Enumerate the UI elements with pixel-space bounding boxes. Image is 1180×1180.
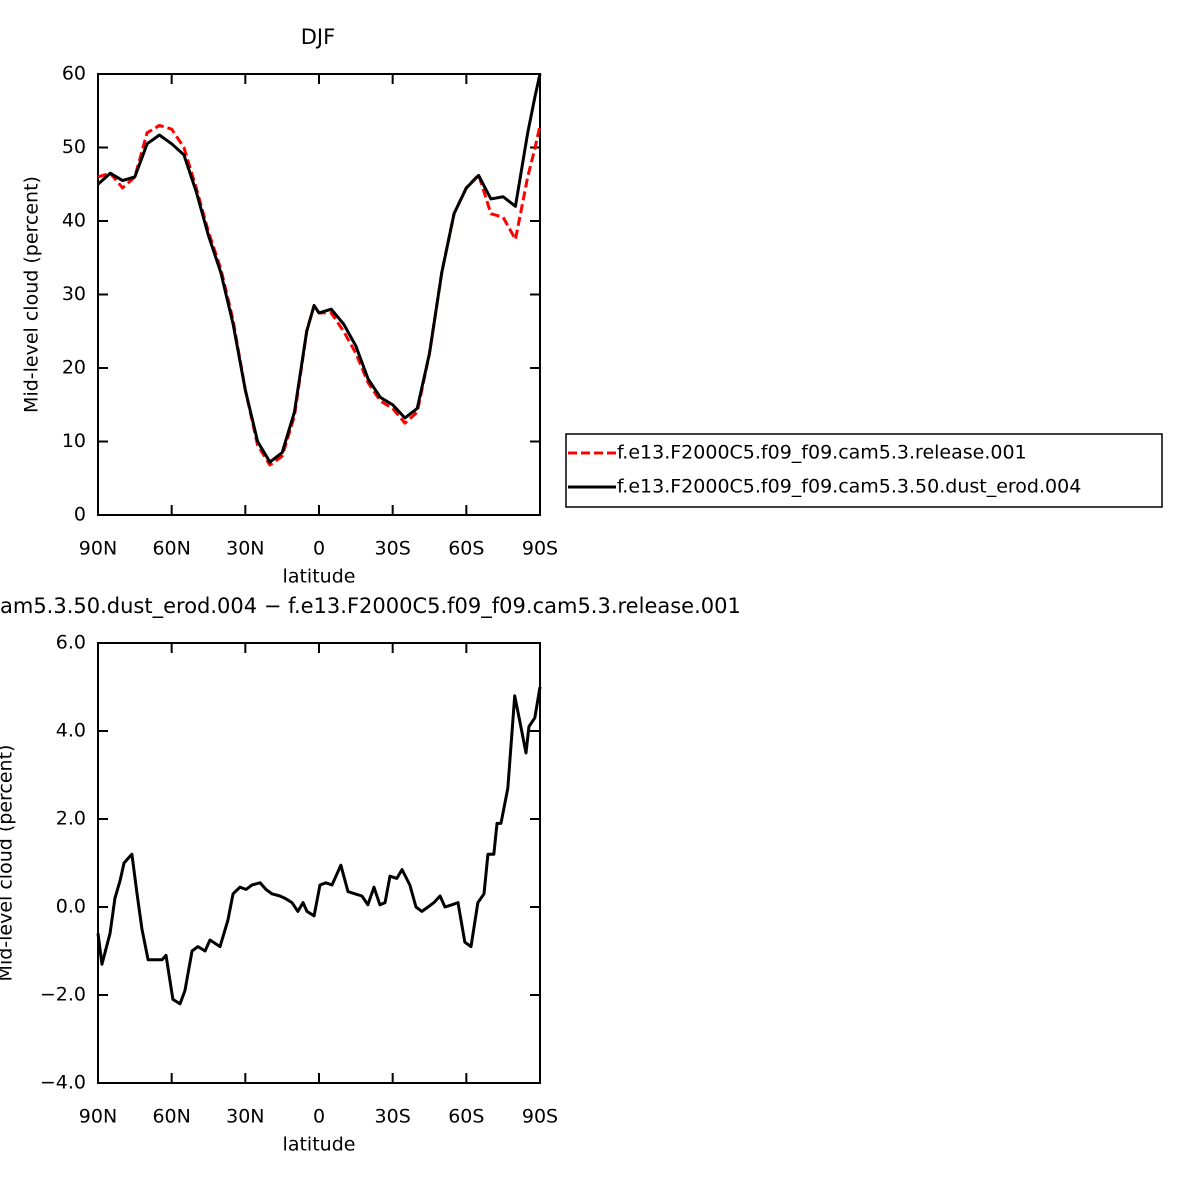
x-tick-label: 30S <box>375 1106 411 1128</box>
chart-title: DJF <box>301 25 335 49</box>
y-tick-label: 6.0 <box>56 632 86 654</box>
x-tick-label: 60S <box>448 1106 484 1128</box>
y-axis-label: Mid-level cloud (percent) <box>0 745 17 982</box>
legend-label: f.e13.F2000C5.f09_f09.cam5.3.release.001 <box>617 442 1027 464</box>
x-tick-label: 30S <box>375 538 411 560</box>
legend-label: f.e13.F2000C5.f09_f09.cam5.3.50.dust_ero… <box>617 476 1081 498</box>
y-tick-label: 4.0 <box>56 720 86 742</box>
y-tick-label: 50 <box>62 136 86 158</box>
x-tick-label: 30N <box>226 1106 264 1128</box>
x-tick-label: 90N <box>79 1106 117 1128</box>
y-tick-label: 40 <box>62 210 86 232</box>
data-line <box>97 123 542 467</box>
chart-title: am5.3.50.dust_erod.004 − f.e13.F2000C5.f… <box>0 594 741 619</box>
x-tick-label: 60S <box>448 538 484 560</box>
y-tick-label: 0.0 <box>56 896 86 918</box>
y-tick-label: −4.0 <box>40 1072 86 1094</box>
x-tick-label: 60N <box>152 1106 190 1128</box>
y-tick-label: 10 <box>62 430 86 452</box>
x-tick-label: 0 <box>313 1106 325 1128</box>
x-tick-label: 0 <box>313 538 325 560</box>
legend: f.e13.F2000C5.f09_f09.cam5.3.release.001… <box>565 433 1163 508</box>
data-line <box>96 686 542 1006</box>
y-tick-label: 30 <box>62 283 86 305</box>
plot-frame <box>97 642 541 1084</box>
x-tick-label: 30N <box>226 538 264 560</box>
y-tick-label: 2.0 <box>56 808 86 830</box>
y-tick-label: 60 <box>62 63 86 85</box>
y-tick-label: 0 <box>74 504 86 526</box>
x-tick-label: 90N <box>79 538 117 560</box>
data-line <box>96 73 542 464</box>
y-tick-label: 20 <box>62 357 86 379</box>
y-tick-label: −2.0 <box>40 984 86 1006</box>
x-axis-label: latitude <box>283 1134 356 1156</box>
x-tick-label: 90S <box>522 1106 558 1128</box>
x-tick-label: 90S <box>522 538 558 560</box>
legend-box <box>565 433 1163 508</box>
x-axis-label: latitude <box>283 566 356 588</box>
y-axis-label: Mid-level cloud (percent) <box>21 176 43 413</box>
x-tick-label: 60N <box>152 538 190 560</box>
